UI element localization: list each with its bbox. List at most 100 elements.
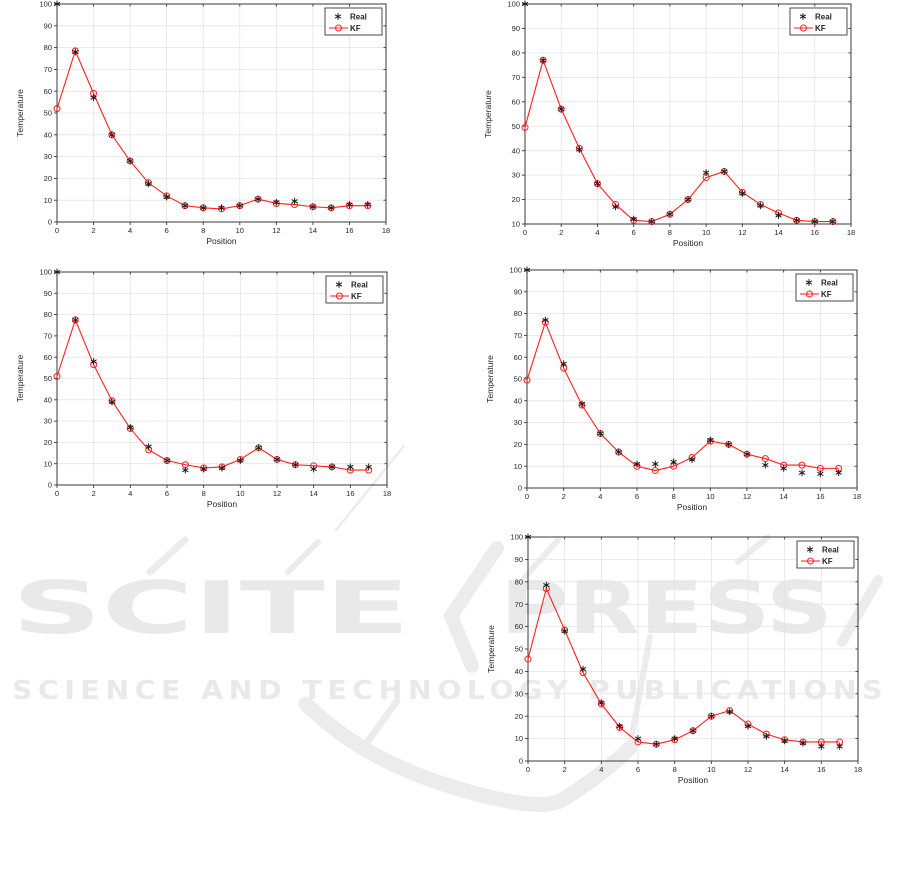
real-marker-asterisk bbox=[524, 533, 532, 541]
legend-kf-label: KF bbox=[821, 290, 832, 299]
x-tick-label: 8 bbox=[201, 226, 205, 235]
real-marker-asterisk bbox=[291, 197, 298, 205]
y-tick-label: 100 bbox=[509, 266, 522, 275]
real-marker-asterisk bbox=[72, 48, 79, 56]
legend-kf-label: KF bbox=[350, 24, 361, 33]
y-tick-label: 90 bbox=[514, 287, 522, 296]
y-tick-label: 60 bbox=[515, 622, 523, 631]
chart-svg-bottom-right: 0 2 4 6 8 10 12 14 16 18 0 10 20 30 40 50 60 70 80 90 100 Pos… bbox=[486, 533, 862, 785]
real-marker-asterisk bbox=[560, 360, 567, 368]
real-marker-asterisk bbox=[634, 735, 642, 742]
watermark-slash bbox=[285, 539, 321, 575]
real-marker-asterisk bbox=[684, 196, 692, 203]
x-tick-label: 16 bbox=[817, 765, 825, 774]
x-tick-label: 2 bbox=[559, 228, 563, 237]
watermark-decorations bbox=[146, 444, 883, 812]
legend-kf-marker bbox=[807, 557, 814, 565]
y-tick-label: 60 bbox=[514, 353, 522, 362]
real-marker-asterisk bbox=[346, 201, 353, 208]
x-tick-label: 14 bbox=[779, 492, 787, 501]
x-tick-label: 16 bbox=[816, 492, 824, 501]
x-tick-label: 18 bbox=[382, 226, 390, 235]
kf-series-line bbox=[524, 58, 833, 223]
real-marker-asterisk bbox=[309, 203, 317, 211]
watermark-logo-text-left: SCITE bbox=[12, 566, 410, 650]
y-tick-label: 100 bbox=[39, 0, 52, 9]
x-tick-label: 14 bbox=[309, 489, 317, 498]
real-marker-asterisk bbox=[762, 461, 769, 469]
watermark-slash bbox=[627, 634, 653, 749]
watermark-thin-line bbox=[334, 444, 406, 532]
real-marker-asterisk bbox=[666, 210, 674, 218]
chart-svg-middle-right: 0 2 4 6 8 10 12 14 16 18 0 10 20 30 40 50 60 70 80 90 100 Pos… bbox=[485, 266, 861, 512]
y-tick-label: 80 bbox=[512, 48, 520, 57]
legend-real-marker bbox=[806, 546, 814, 553]
x-tick-label: 8 bbox=[673, 765, 677, 774]
y-tick-label: 0 bbox=[48, 218, 52, 227]
x-tick-label: 8 bbox=[668, 228, 672, 237]
x-tick-label: 6 bbox=[165, 226, 169, 235]
x-tick-label: 14 bbox=[774, 228, 782, 237]
real-marker-asterisk bbox=[200, 204, 207, 212]
real-marker-asterisk bbox=[90, 358, 97, 365]
real-marker-asterisk bbox=[273, 456, 281, 463]
real-marker-asterisk bbox=[739, 190, 746, 197]
x-tick-label: 0 bbox=[523, 228, 527, 237]
real-marker-asterisk bbox=[579, 665, 587, 673]
real-marker-asterisk bbox=[543, 581, 550, 589]
real-marker-asterisk bbox=[127, 424, 134, 431]
real-marker-asterisk bbox=[653, 740, 660, 748]
y-tick-label: 90 bbox=[515, 555, 523, 564]
x-tick-label: 6 bbox=[636, 765, 640, 774]
real-marker-asterisk bbox=[781, 737, 788, 745]
watermark-slash bbox=[735, 534, 771, 565]
y-tick-label: 50 bbox=[44, 109, 52, 118]
real-marker-asterisk bbox=[811, 218, 818, 225]
y-tick-label: 10 bbox=[515, 734, 523, 743]
real-marker-asterisk bbox=[598, 699, 605, 707]
real-marker-asterisk bbox=[521, 0, 529, 8]
real-marker-asterisk bbox=[633, 460, 641, 468]
real-marker-asterisk bbox=[182, 466, 189, 474]
y-tick-label: 60 bbox=[512, 97, 520, 106]
chart-svg-middle-left: 0 2 4 6 8 10 12 14 16 18 0 10 20 30 40 50 60 70 80 90 100 Pos… bbox=[15, 268, 391, 509]
x-tick-label: 10 bbox=[236, 226, 244, 235]
real-marker-asterisk bbox=[597, 430, 604, 437]
x-tick-label: 0 bbox=[55, 226, 59, 235]
legend-box bbox=[789, 7, 848, 36]
chart-panel-bottom-right: 0 2 4 6 8 10 12 14 16 18 0 10 20 30 40 50 60 70 80 90 100 Pos… bbox=[478, 530, 870, 788]
watermark-subtitle-text: SCIENCE AND TECHNOLOGY PUBLICATIONS bbox=[12, 676, 888, 706]
x-tick-label: 4 bbox=[128, 226, 132, 235]
y-tick-label: 0 bbox=[519, 757, 523, 766]
y-tick-label: 70 bbox=[512, 73, 520, 82]
kf-marker-circle bbox=[53, 105, 61, 113]
x-tick-label: 14 bbox=[780, 765, 788, 774]
y-tick-label: 80 bbox=[44, 43, 52, 52]
real-marker-asterisk bbox=[292, 461, 299, 469]
x-tick-label: 2 bbox=[562, 492, 566, 501]
legend-real-label: Real bbox=[350, 13, 367, 22]
y-tick-label: 0 bbox=[518, 484, 522, 493]
real-marker-asterisk bbox=[237, 457, 244, 464]
real-marker-asterisk bbox=[818, 743, 825, 750]
x-tick-label: 4 bbox=[598, 492, 602, 501]
y-tick-label: 30 bbox=[44, 152, 52, 161]
x-tick-label: 16 bbox=[811, 228, 819, 237]
real-marker-asterisk bbox=[200, 465, 207, 473]
real-marker-asterisk bbox=[594, 180, 601, 188]
real-marker-asterisk bbox=[53, 268, 61, 276]
y-tick-label: 10 bbox=[44, 459, 52, 468]
x-tick-label: 4 bbox=[128, 489, 132, 498]
legend-kf-label: KF bbox=[351, 292, 362, 301]
x-tick-label: 10 bbox=[706, 492, 714, 501]
real-marker-asterisk bbox=[630, 215, 637, 223]
real-marker-asterisk bbox=[725, 441, 732, 448]
y-tick-label: 70 bbox=[514, 331, 522, 340]
x-tick-label: 6 bbox=[165, 489, 169, 498]
real-marker-asterisk bbox=[218, 464, 226, 472]
y-tick-label: 10 bbox=[44, 196, 52, 205]
y-axis-label: Temperature bbox=[15, 89, 25, 137]
real-marker-asterisk bbox=[364, 201, 371, 208]
